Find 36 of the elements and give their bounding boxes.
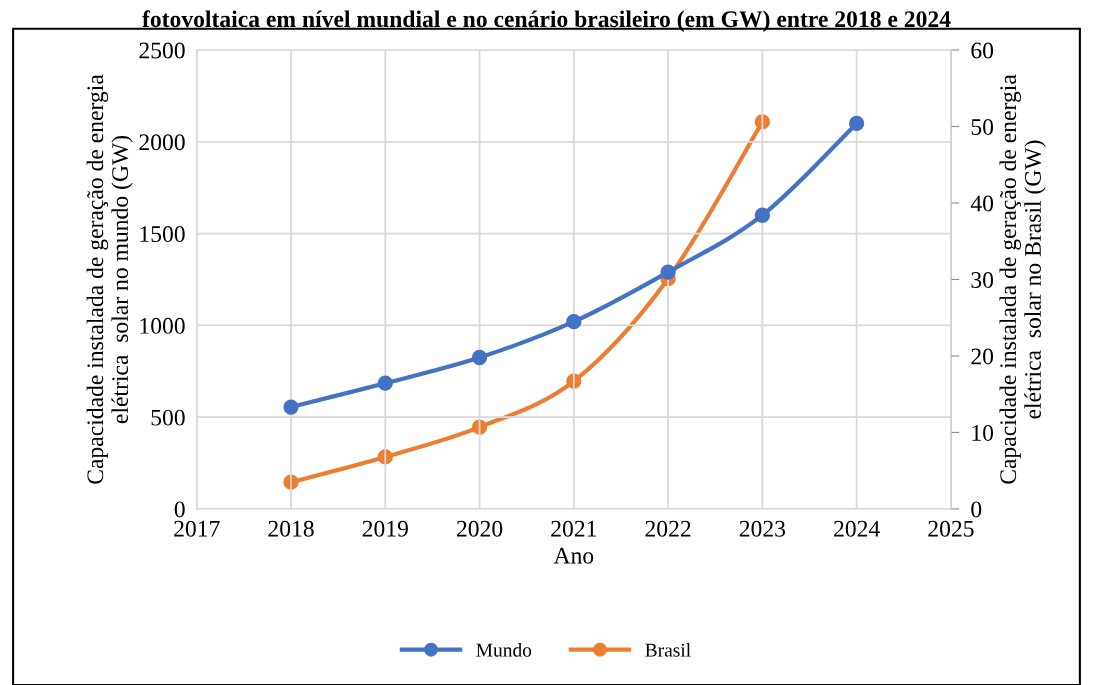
y-tick-label: 0 bbox=[174, 501, 185, 518]
x-tick-label: 2023 bbox=[739, 520, 786, 537]
x-tick-label: 2021 bbox=[551, 520, 597, 537]
point bbox=[660, 264, 676, 280]
y2-axis-title: Capacidade instalada de geração de energia elétrica solar no Brasil (GW) bbox=[999, 74, 1046, 484]
x-tick-label: 2024 bbox=[834, 520, 880, 537]
y2-tick-label: 20 bbox=[971, 348, 994, 365]
y2-tick-label: 0 bbox=[971, 501, 982, 518]
x-tick-label: 2019 bbox=[362, 520, 408, 537]
point bbox=[471, 419, 488, 435]
point bbox=[848, 115, 865, 132]
point bbox=[566, 314, 582, 330]
y-tick-label: 2500 bbox=[139, 42, 185, 59]
y2-tick-label: 30 bbox=[971, 271, 994, 288]
legend-label: Brasil bbox=[645, 643, 691, 657]
y2-tick-label: 50 bbox=[971, 118, 994, 135]
x-tick-label: 2018 bbox=[268, 520, 314, 537]
x-tick-label: 2017 bbox=[174, 520, 220, 537]
y-tick-label: 1000 bbox=[140, 317, 185, 334]
point bbox=[471, 349, 488, 366]
x-axis-title: Ano bbox=[553, 547, 594, 564]
y-axis-title: Capacidade instalada de geração de energia elétrica solar no mundo (GW) bbox=[86, 74, 133, 484]
x-tick-label: 2022 bbox=[645, 520, 691, 537]
legend-label: Mundo bbox=[476, 643, 532, 657]
y-tick-label: 2000 bbox=[139, 134, 185, 151]
point bbox=[754, 207, 771, 223]
x-tick-label: 2020 bbox=[456, 520, 503, 537]
x-tick-label: 2025 bbox=[928, 520, 974, 537]
point bbox=[283, 399, 299, 415]
y-tick-label: 500 bbox=[151, 409, 185, 426]
y2-tick-label: 10 bbox=[972, 424, 994, 441]
y-tick-label: 1500 bbox=[140, 226, 185, 243]
point bbox=[377, 375, 393, 391]
y2-tick-label: 60 bbox=[971, 42, 994, 59]
y2-tick-label: 40 bbox=[970, 195, 994, 212]
chart-title: fotovoltaica em nível mundial e no cenário brasileiro (em GW) entre 2018 e 2024 bbox=[142, 10, 951, 32]
